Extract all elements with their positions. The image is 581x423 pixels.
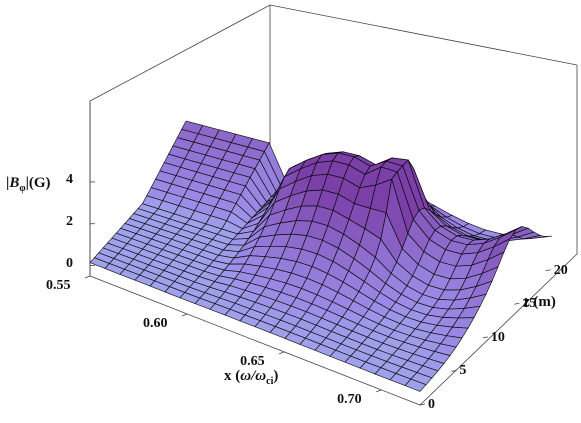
x-tick-label: 0.70	[337, 391, 362, 407]
surface-cell	[404, 378, 427, 392]
z-tick-label: 10	[490, 329, 505, 345]
y-tick-label: 2	[66, 213, 73, 229]
axis-tickmarks	[84, 181, 551, 406]
z-tick-label: 5	[459, 363, 467, 379]
x-tick-label: 0.65	[240, 353, 265, 369]
surface-mesh	[89, 120, 553, 392]
x-tick-mark	[84, 275, 91, 279]
z-axis-label: z (m)	[523, 294, 556, 310]
y-tick-label: 0	[66, 255, 73, 271]
z-tick-mark	[545, 269, 551, 272]
z-tick-mark	[514, 302, 520, 305]
x-tick-label: 0.60	[143, 315, 168, 331]
z-tick-label: 0	[428, 397, 435, 412]
z-tick-label: 15	[522, 296, 537, 312]
x-axis-label: x (ω/ωci)	[224, 368, 279, 387]
z-tick-mark	[482, 336, 488, 339]
box-top-back-edge	[89, 4, 578, 102]
z-tick-mark	[451, 370, 457, 372]
x-tick-label: 0.55	[46, 278, 71, 293]
z-tick-mark	[419, 403, 426, 406]
y-tick-label: 4	[66, 171, 73, 187]
x-tick-mark	[181, 313, 188, 317]
x-tick-mark	[278, 351, 285, 355]
x-tick-mark	[376, 389, 382, 393]
z-tick-label: 20	[553, 262, 568, 278]
y-axis-label: |Bφ|(G)	[6, 175, 51, 194]
